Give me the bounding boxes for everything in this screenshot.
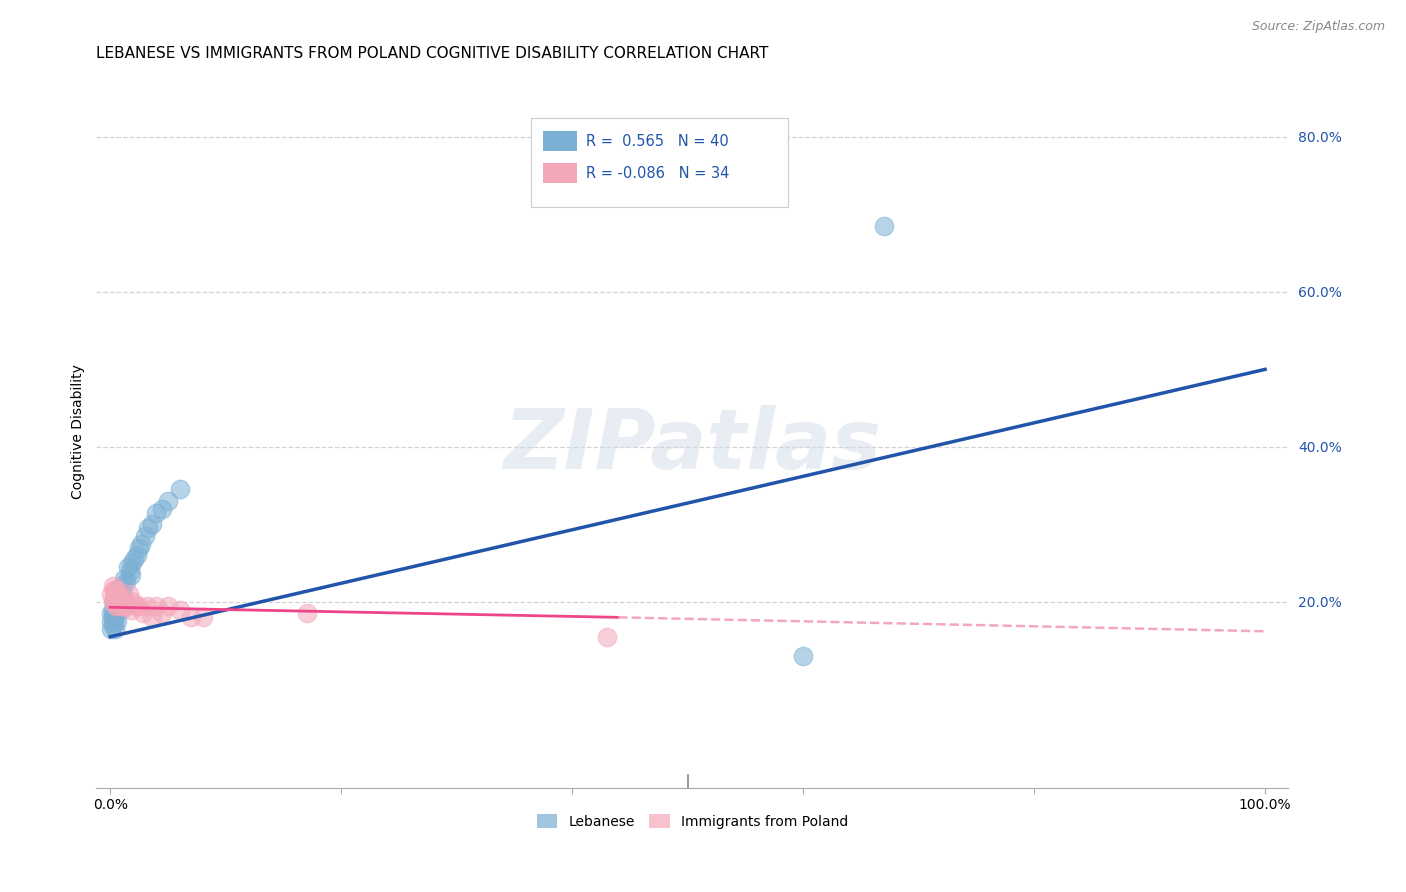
Point [104, 599, 127, 613]
Point [128, 599, 150, 613]
Point [134, 529, 156, 543]
Point [150, 501, 173, 516]
Point [107, 583, 129, 598]
FancyBboxPatch shape [543, 131, 576, 151]
Point [101, 618, 124, 632]
Point [103, 614, 125, 628]
Point [169, 483, 191, 497]
Point [117, 560, 139, 574]
Point [100, 622, 122, 636]
Point [100, 614, 122, 628]
Point [101, 595, 124, 609]
Point [131, 607, 153, 621]
Point [145, 599, 167, 613]
FancyBboxPatch shape [531, 118, 787, 207]
Y-axis label: Cognitive Disability: Cognitive Disability [72, 364, 86, 499]
Point [121, 556, 143, 570]
Point [596, 630, 619, 644]
Point [136, 521, 159, 535]
Point [103, 607, 125, 621]
Legend: Lebanese, Immigrants from Poland: Lebanese, Immigrants from Poland [531, 808, 853, 834]
Point [108, 591, 131, 605]
Point [131, 537, 153, 551]
Point [141, 517, 163, 532]
Point [124, 552, 146, 566]
Point [124, 599, 146, 613]
Point [103, 595, 125, 609]
Point [105, 583, 128, 598]
Point [104, 610, 127, 624]
Point [115, 575, 138, 590]
Point [120, 567, 142, 582]
Point [100, 587, 122, 601]
Point [104, 583, 127, 598]
Point [104, 595, 127, 609]
Point [128, 541, 150, 555]
Point [104, 599, 127, 613]
Point [110, 602, 132, 616]
Point [295, 607, 318, 621]
Text: Source: ZipAtlas.com: Source: ZipAtlas.com [1251, 20, 1385, 33]
Point [112, 595, 135, 609]
Point [101, 602, 124, 616]
Point [792, 649, 814, 664]
Point [105, 614, 128, 628]
Point [118, 587, 141, 601]
Point [107, 599, 129, 613]
Point [111, 587, 134, 601]
Point [105, 595, 128, 609]
Point [105, 595, 128, 609]
Text: R =  0.565   N = 40: R = 0.565 N = 40 [586, 134, 728, 149]
Text: LEBANESE VS IMMIGRANTS FROM POLAND COGNITIVE DISABILITY CORRELATION CHART: LEBANESE VS IMMIGRANTS FROM POLAND COGNI… [97, 46, 769, 62]
Point [122, 595, 145, 609]
Point [141, 610, 163, 624]
Point [169, 602, 191, 616]
Text: ZIPatlas: ZIPatlas [503, 405, 882, 486]
Point [115, 599, 138, 613]
Point [156, 599, 179, 613]
Text: R = -0.086   N = 34: R = -0.086 N = 34 [586, 166, 730, 181]
Point [156, 494, 179, 508]
Point [103, 591, 125, 605]
Point [104, 599, 127, 613]
FancyBboxPatch shape [543, 163, 576, 183]
Point [103, 583, 125, 598]
Point [111, 579, 134, 593]
Point [100, 607, 122, 621]
Point [145, 506, 167, 520]
Point [108, 591, 131, 605]
Point [125, 549, 148, 563]
Point [191, 610, 214, 624]
Point [101, 610, 124, 624]
Point [180, 610, 202, 624]
Point [120, 602, 142, 616]
Point [110, 595, 132, 609]
Point [104, 622, 127, 636]
Point [136, 599, 159, 613]
Point [111, 599, 134, 613]
Point [104, 587, 127, 601]
Point [150, 607, 173, 621]
Point [104, 587, 127, 601]
Point [112, 572, 135, 586]
Point [118, 564, 141, 578]
Point [873, 219, 896, 233]
Point [101, 579, 124, 593]
Point [111, 591, 134, 605]
